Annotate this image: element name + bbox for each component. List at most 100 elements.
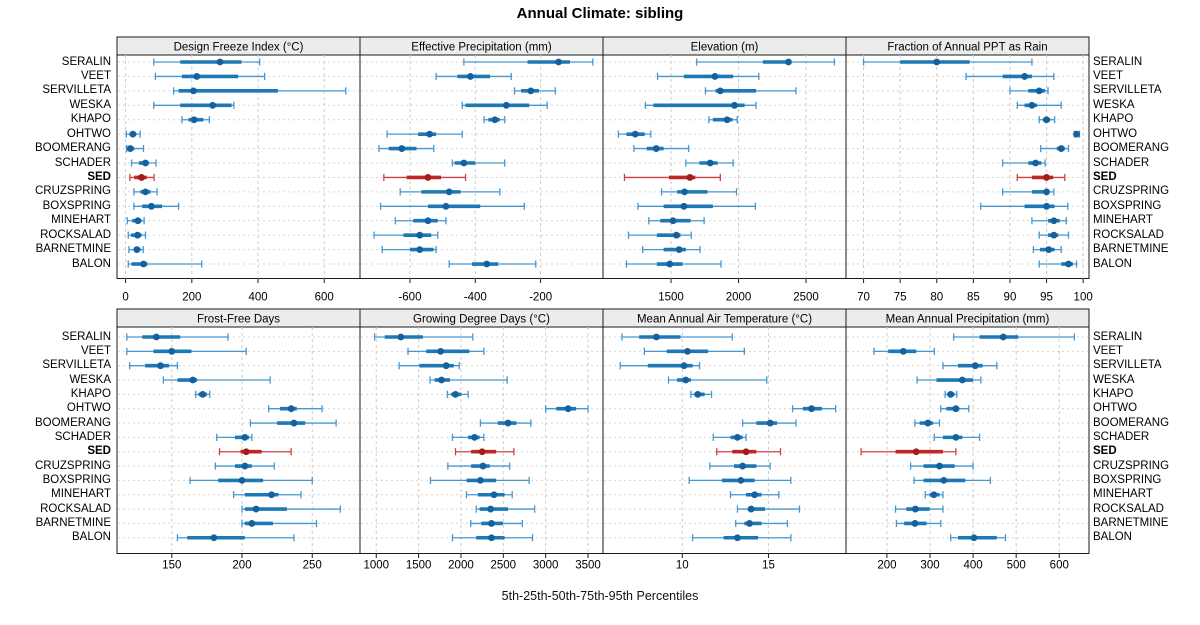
series-schader (712, 433, 747, 441)
series-balon (448, 260, 537, 268)
series-barnetmine (895, 519, 942, 528)
site-label-right: ROCKSALAD (1093, 228, 1164, 241)
median-dot (504, 419, 512, 427)
median-dot (970, 534, 978, 542)
median-dot (134, 217, 142, 225)
site-label-right: BOXSPRING (1093, 199, 1162, 212)
median-dot (785, 58, 792, 66)
median-dot (502, 101, 510, 109)
series-sed (454, 448, 515, 456)
site-label-right: WESKA (1093, 98, 1135, 111)
site-label-right: VEET (1093, 69, 1124, 82)
median-dot (1043, 116, 1050, 124)
median-dot (290, 419, 298, 427)
chart-caption: 5th-25th-50th-75th-95th Percentiles (501, 589, 699, 603)
series-balon (1038, 260, 1078, 268)
tick-label: 500 (1007, 560, 1026, 572)
series-rocksalad (894, 505, 944, 513)
panel-title: Frost-Free Days (197, 314, 280, 326)
series-barnetmine (381, 245, 437, 254)
site-label-left: BARNETMINE (35, 516, 111, 529)
series-schader (685, 159, 734, 167)
site-label-left: SERVILLETA (42, 359, 111, 372)
series-boomerang (249, 419, 337, 427)
median-dot (460, 159, 468, 167)
series-balon (950, 534, 1007, 542)
median-dot (1035, 87, 1043, 95)
median-dot (479, 462, 487, 470)
site-label-right: MINEHART (1093, 488, 1153, 501)
series-veet (873, 347, 935, 355)
series-seralin (621, 333, 733, 341)
series-seralin (373, 333, 474, 341)
site-label-left: WESKA (69, 373, 111, 386)
series-boxspring (429, 476, 530, 484)
tick-label: 300 (920, 560, 939, 572)
median-dot (652, 145, 660, 152)
tick-label: 70 (857, 292, 870, 304)
series-weska (162, 376, 271, 384)
series-rocksalad (373, 231, 439, 239)
series-servilleta (398, 362, 460, 370)
site-label-right: SERVILLETA (1093, 359, 1162, 372)
median-dot (488, 520, 495, 527)
median-dot (238, 477, 246, 484)
median-dot (731, 101, 738, 109)
panel-plot-area (602, 326, 847, 554)
series-boomerang (914, 419, 941, 427)
panel-title: Design Freeze Index (°C) (174, 42, 304, 54)
series-servilleta (513, 87, 556, 95)
series-ohtwo (125, 130, 141, 138)
median-dot (723, 116, 731, 124)
tick-label: -600 (398, 292, 421, 304)
series-seralin (153, 58, 261, 66)
panel-plot-area (602, 54, 847, 279)
tick-label: 250 (303, 560, 322, 572)
site-label-left: BOXSPRING (42, 199, 111, 212)
series-servilleta (704, 87, 797, 95)
median-dot (711, 73, 719, 80)
series-cruzspring (447, 462, 511, 470)
median-dot (694, 390, 702, 398)
series-minehart (924, 491, 944, 499)
tick-label: 200 (877, 560, 896, 572)
tick-label: 1000 (363, 560, 389, 572)
series-balon (625, 260, 722, 268)
site-label-left: MINEHART (51, 488, 111, 501)
median-dot (242, 448, 250, 456)
median-dot (930, 491, 938, 499)
series-cruzspring (709, 462, 771, 470)
series-boomerang (378, 144, 435, 153)
median-dot (477, 477, 484, 484)
median-dot (940, 477, 948, 484)
series-sed (1016, 173, 1066, 182)
panel-8: Mean Annual Precipitation (mm) 200 300 400 5… (845, 308, 1090, 572)
site-label-left: VEET (80, 344, 111, 357)
series-cruzspring (214, 462, 275, 470)
median-dot (564, 405, 572, 413)
median-dot (142, 159, 149, 167)
median-dot (527, 87, 535, 95)
series-khapo (1038, 116, 1056, 124)
series-balon (451, 534, 534, 542)
median-dot (952, 405, 960, 413)
series-sed (129, 173, 155, 182)
median-dot (398, 145, 406, 152)
median-dot (488, 534, 495, 542)
median-dot (487, 505, 495, 513)
tick-label: 100 (1074, 292, 1093, 304)
series-barnetmine (642, 245, 701, 254)
tick-label: 80 (930, 292, 943, 304)
tick-label: 95 (1040, 292, 1053, 304)
median-dot (199, 390, 207, 398)
median-dot (190, 87, 197, 95)
site-label-left: CRUZSPRING (34, 459, 111, 472)
series-seralin (696, 58, 836, 66)
median-dot (210, 534, 218, 542)
median-dot (682, 376, 690, 384)
site-label-right: SERVILLETA (1093, 84, 1162, 97)
median-dot (142, 188, 149, 196)
median-dot (1043, 188, 1050, 196)
series-khapo (446, 390, 469, 398)
median-dot (971, 362, 979, 370)
